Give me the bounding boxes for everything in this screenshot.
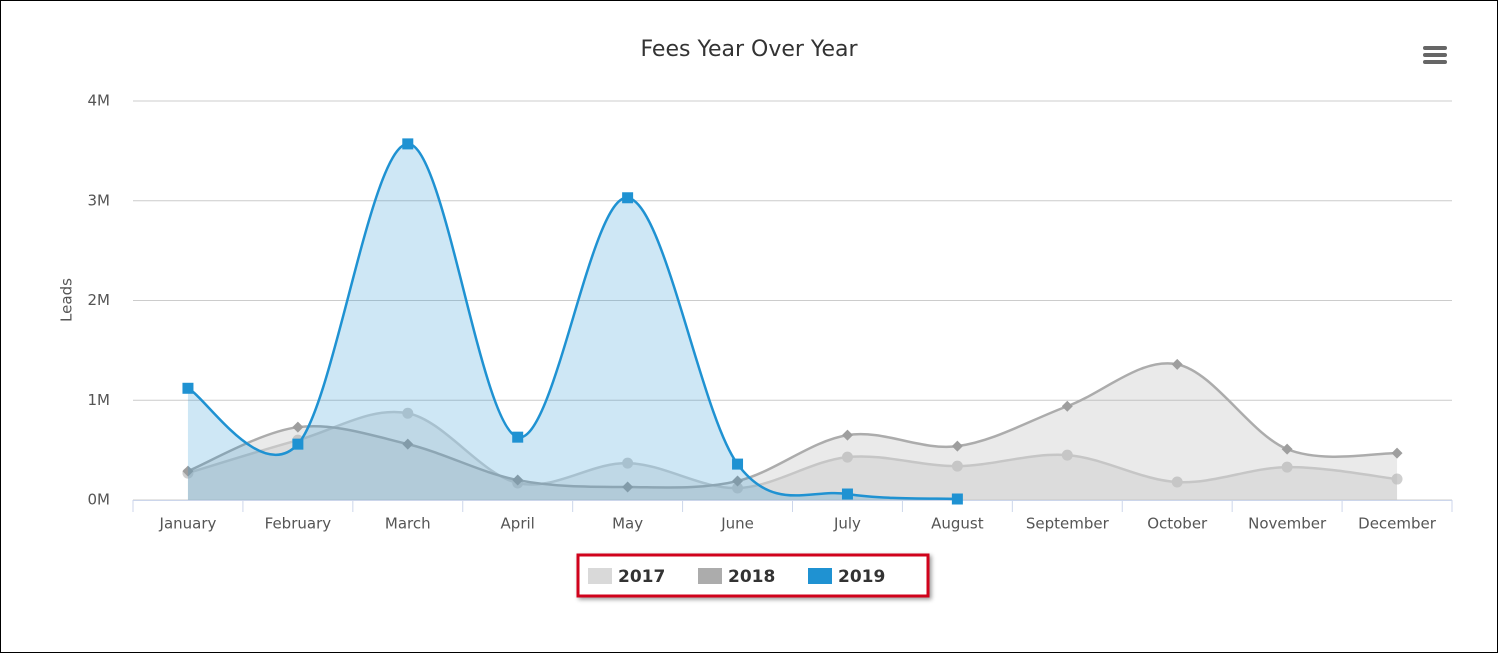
marker — [622, 481, 634, 493]
legend-highlight — [576, 553, 930, 598]
y-tick-label: 3M — [88, 191, 111, 209]
marker — [951, 493, 963, 505]
marker — [512, 431, 524, 443]
marker — [1061, 449, 1073, 461]
marker — [402, 438, 414, 450]
x-tick-label: April — [501, 515, 535, 533]
marker — [1061, 400, 1073, 412]
area — [187, 363, 1398, 500]
x-tick-label: August — [931, 515, 984, 533]
marker — [1281, 461, 1293, 473]
menu-bar — [1423, 60, 1447, 64]
x-tick-label: July — [833, 515, 861, 533]
marker — [841, 429, 853, 441]
marker — [292, 438, 304, 450]
marker — [402, 407, 414, 419]
menu-bar — [1423, 46, 1447, 50]
legend-swatch — [808, 568, 832, 584]
marker — [1281, 443, 1293, 455]
x-tick-label: February — [265, 515, 332, 533]
marker — [841, 488, 853, 500]
x-tick-label: September — [1026, 515, 1110, 533]
chart-title: Fees Year Over Year — [640, 37, 858, 62]
line — [187, 142, 958, 501]
line — [187, 362, 1398, 489]
legend-item[interactable]: 2019 — [808, 567, 885, 587]
marker — [402, 138, 414, 150]
series — [182, 407, 1403, 500]
marker — [732, 458, 744, 470]
marker — [951, 440, 963, 452]
y-tick-label: 4M — [88, 92, 111, 110]
marker — [1391, 473, 1403, 485]
series — [182, 138, 963, 505]
legend-swatch — [698, 568, 722, 584]
legend-swatch — [588, 568, 612, 584]
marker — [1391, 447, 1403, 459]
y-tick-label: 1M — [88, 391, 111, 409]
series — [182, 358, 1403, 500]
y-tick-label: 0M — [88, 491, 111, 509]
marker — [292, 421, 304, 433]
marker — [951, 460, 963, 472]
legend: 2017 2018 2019 — [588, 567, 885, 587]
line — [187, 410, 1398, 490]
legend-item[interactable]: 2017 — [588, 567, 665, 587]
area — [187, 411, 1398, 500]
x-tick-label: June — [720, 515, 754, 533]
y-axis-title: Leads — [58, 278, 76, 322]
x-tick-label: December — [1358, 515, 1437, 533]
marker — [512, 474, 524, 486]
marker — [732, 475, 744, 487]
marker — [841, 451, 853, 463]
y-tick-label: 2M — [88, 291, 111, 309]
legend-label: 2018 — [728, 567, 775, 587]
marker — [182, 382, 194, 394]
marker — [182, 465, 194, 477]
marker — [732, 482, 744, 494]
menu-button[interactable] — [1423, 46, 1447, 64]
x-tick-label: January — [159, 515, 217, 533]
marker — [622, 192, 634, 204]
x-tick-label: October — [1147, 515, 1208, 533]
menu-bar — [1423, 53, 1447, 57]
marker — [1171, 358, 1183, 370]
marker — [622, 457, 634, 469]
legend-item[interactable]: 2018 — [698, 567, 775, 587]
x-tick-label: November — [1248, 515, 1327, 533]
x-tick-label: May — [612, 515, 643, 533]
marker — [1171, 476, 1183, 488]
legend-label: 2017 — [618, 567, 665, 587]
legend-label: 2019 — [838, 567, 885, 587]
x-tick-label: March — [385, 515, 431, 533]
